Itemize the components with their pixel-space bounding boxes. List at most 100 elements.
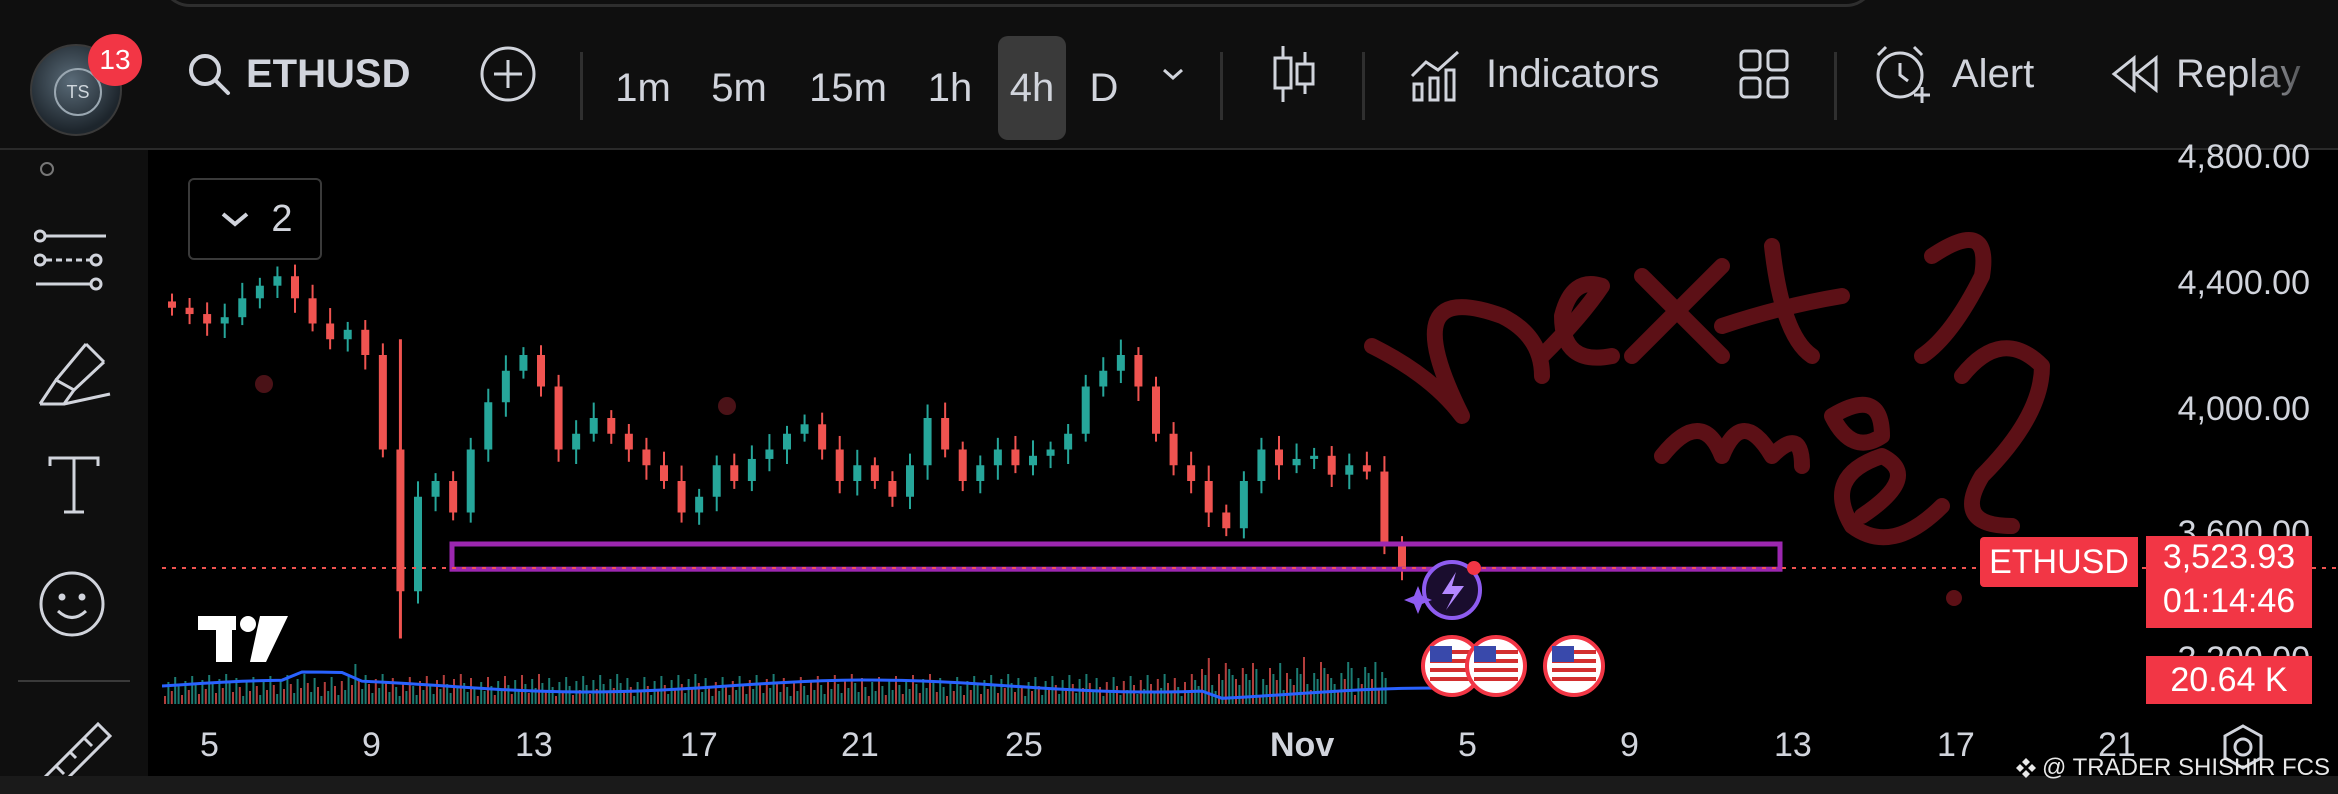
volume-bar: [422, 690, 425, 704]
date-axis-label: 21: [841, 726, 879, 764]
volume-bar: [1024, 696, 1027, 704]
volume-bar: [735, 690, 738, 704]
volume-bar: [487, 677, 489, 704]
volume-bar: [1286, 673, 1288, 704]
volume-bar: [1146, 675, 1149, 704]
volume-bar: [1054, 685, 1057, 704]
interval-1m[interactable]: 1m: [615, 65, 671, 110]
alert-button[interactable]: Alert: [1872, 0, 2034, 148]
chart-type-button[interactable]: [1270, 0, 1318, 148]
replay-button[interactable]: Replay: [2110, 0, 2301, 148]
volume-bar: [983, 680, 986, 704]
divider: [1834, 52, 1837, 120]
compare-add-button[interactable]: [478, 0, 538, 148]
date-axis-label: 17: [680, 726, 718, 764]
layouts-button[interactable]: [1738, 0, 1790, 148]
volume-bar: [881, 686, 884, 704]
volume-bar: [1003, 688, 1006, 704]
volume-bar: [1027, 682, 1030, 704]
symbol-search[interactable]: ETHUSD: [186, 0, 410, 148]
date-axis-label: 9: [1620, 726, 1639, 764]
us-event-icon[interactable]: [1465, 635, 1527, 697]
indicators-button[interactable]: Indicators: [1408, 0, 1659, 148]
settings-gear-icon[interactable]: [2220, 724, 2266, 770]
volume-bar: [242, 696, 245, 704]
candle: [747, 458, 756, 481]
interval-1h[interactable]: 1h: [927, 65, 973, 110]
interval-5m[interactable]: 5m: [711, 65, 767, 110]
us-event-icon[interactable]: [1543, 635, 1605, 697]
candle: [958, 449, 967, 481]
volume-bar: [1058, 694, 1061, 704]
volume-bar: [306, 683, 309, 704]
legend-toggle[interactable]: 2: [188, 178, 322, 260]
ruler-tool-icon[interactable]: [36, 716, 112, 786]
candle: [1116, 355, 1125, 371]
notification-badge: 13: [88, 34, 142, 86]
volume-bar: [793, 682, 795, 704]
volume-bar: [704, 678, 707, 704]
volume-bar: [891, 690, 894, 704]
volume-bar: [330, 677, 333, 704]
volume-bar: [946, 696, 948, 704]
volume-bar: [323, 682, 326, 704]
interval-dropdown[interactable]: [1156, 0, 1190, 148]
volume-bar: [721, 677, 724, 704]
volume-bar: [395, 687, 398, 704]
brush-tool-icon[interactable]: [34, 338, 114, 408]
volume-bar: [201, 680, 204, 704]
candle: [1011, 449, 1020, 466]
date-axis-label: 13: [515, 726, 553, 764]
volume-bar: [772, 674, 775, 704]
volume-bar: [334, 686, 336, 704]
divider: [580, 52, 583, 120]
trend-lines-tool-icon[interactable]: [34, 228, 108, 292]
alert-label: Alert: [1952, 51, 2035, 96]
volume-bar: [708, 687, 710, 704]
interval-15m[interactable]: 15m: [809, 65, 887, 110]
divider: [1362, 52, 1365, 120]
text-tool-icon[interactable]: [46, 454, 102, 516]
candle: [1081, 386, 1090, 434]
volume-bar: [844, 679, 846, 704]
volume-bar: [687, 679, 690, 704]
volume-bar: [854, 683, 857, 704]
volume-bar: [187, 690, 190, 704]
volume-bar: [997, 693, 999, 704]
interval-4h[interactable]: 4h: [998, 36, 1066, 140]
volume-bar: [1017, 678, 1020, 704]
top-toolbar: TS 13 ETHUSD 1m 5m 15m 1h 4h D Indicator…: [0, 0, 2338, 150]
candle: [906, 465, 914, 497]
candle: [712, 465, 721, 497]
volume-bar: [470, 678, 472, 704]
volume-bar: [1075, 693, 1078, 704]
emoji-tool-icon[interactable]: [38, 570, 106, 638]
candle: [1275, 449, 1283, 466]
volume-bar: [442, 675, 445, 704]
volume-bar: [895, 676, 897, 704]
candle: [1029, 455, 1037, 466]
volume-bar: [578, 690, 581, 704]
volume-bar: [235, 678, 238, 704]
search-icon: [189, 54, 230, 95]
volume-bar: [1313, 673, 1316, 704]
candle: [1327, 455, 1336, 475]
volume-bar: [449, 693, 452, 704]
price-chart[interactable]: [162, 156, 2338, 776]
volume-bar: [463, 683, 466, 704]
volume-bar: [823, 694, 826, 704]
volume-bar: [742, 685, 744, 704]
volume-bar: [1014, 692, 1016, 704]
volume-bar: [956, 677, 959, 704]
volume-bar: [663, 685, 666, 704]
bar-countdown: 01:14:46: [2162, 582, 2296, 620]
volume-bar: [476, 696, 479, 704]
volume-bar: [1180, 696, 1183, 704]
candle: [677, 481, 686, 513]
volume-bar: [1092, 692, 1095, 704]
interval-d[interactable]: D: [1089, 65, 1119, 110]
support-zone-box[interactable]: [449, 541, 1783, 572]
volume-bar: [1371, 679, 1373, 704]
volume-bar: [289, 684, 292, 704]
volume-bar: [249, 691, 251, 704]
